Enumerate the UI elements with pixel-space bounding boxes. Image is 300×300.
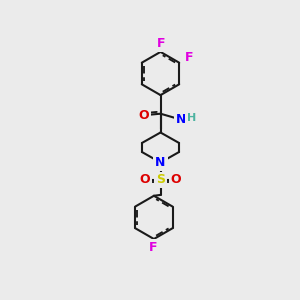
Text: S: S [156, 173, 165, 186]
Text: F: F [157, 37, 165, 50]
Text: O: O [139, 109, 149, 122]
Text: O: O [171, 173, 182, 186]
Text: F: F [184, 51, 193, 64]
Text: H: H [187, 112, 196, 123]
Text: F: F [149, 241, 158, 254]
Text: O: O [140, 173, 150, 186]
Text: N: N [176, 112, 186, 126]
Text: N: N [155, 156, 166, 169]
